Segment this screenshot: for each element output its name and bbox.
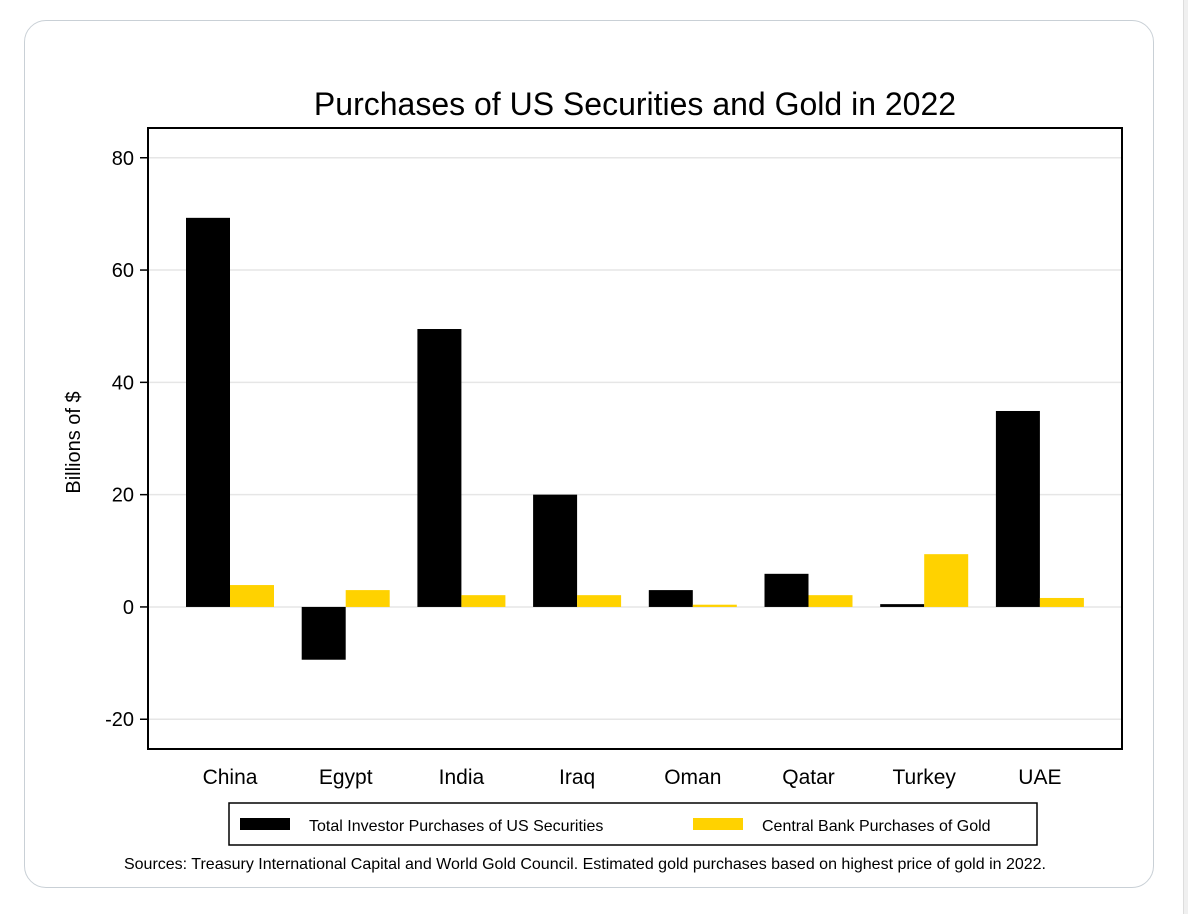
bar-gold bbox=[924, 554, 969, 607]
y-tick-label: 0 bbox=[123, 597, 134, 619]
bar-gold bbox=[577, 595, 622, 607]
x-tick-label: Turkey bbox=[892, 766, 956, 789]
y-tick-label: 20 bbox=[112, 485, 134, 507]
y-tick-label: 60 bbox=[112, 260, 134, 282]
bar-securities bbox=[764, 573, 809, 607]
legend-label: Total Investor Purchases of US Securitie… bbox=[309, 818, 603, 835]
bar-securities bbox=[186, 217, 230, 607]
legend-swatch bbox=[693, 818, 743, 830]
bar-gold bbox=[230, 585, 274, 607]
x-tick-label: Egypt bbox=[319, 766, 373, 789]
y-axis-label: Billions of $ bbox=[63, 391, 85, 493]
bar-gold bbox=[1039, 597, 1084, 607]
y-tick-label: -20 bbox=[105, 709, 134, 731]
x-tick-label: Oman bbox=[664, 766, 721, 789]
x-tick-label: India bbox=[439, 766, 485, 789]
legend-box bbox=[228, 802, 1038, 846]
bar-securities bbox=[417, 329, 462, 607]
bar-gold bbox=[345, 590, 390, 607]
bar-gold bbox=[692, 604, 737, 607]
bar-gold bbox=[808, 595, 853, 607]
scrollbar[interactable] bbox=[1183, 0, 1188, 914]
chart-title: Purchases of US Securities and Gold in 2… bbox=[314, 86, 956, 122]
sources-note: Sources: Treasury International Capital … bbox=[123, 856, 1046, 873]
bar-securities bbox=[301, 606, 346, 660]
bar-securities bbox=[648, 590, 693, 607]
bar-securities bbox=[533, 494, 578, 607]
x-tick-label: China bbox=[203, 766, 258, 789]
legend-swatch bbox=[240, 818, 290, 830]
bar-securities bbox=[995, 410, 1040, 607]
legend-label: Central Bank Purchases of Gold bbox=[762, 818, 991, 835]
x-tick-label: UAE bbox=[1018, 766, 1061, 789]
y-tick-label: 80 bbox=[112, 148, 134, 170]
plot-frame bbox=[147, 127, 1123, 750]
x-tick-label: Qatar bbox=[782, 766, 835, 789]
y-tick-label: 40 bbox=[112, 372, 134, 394]
x-tick-label: Iraq bbox=[559, 766, 595, 789]
bar-securities bbox=[880, 604, 925, 607]
bar-gold bbox=[461, 595, 506, 607]
